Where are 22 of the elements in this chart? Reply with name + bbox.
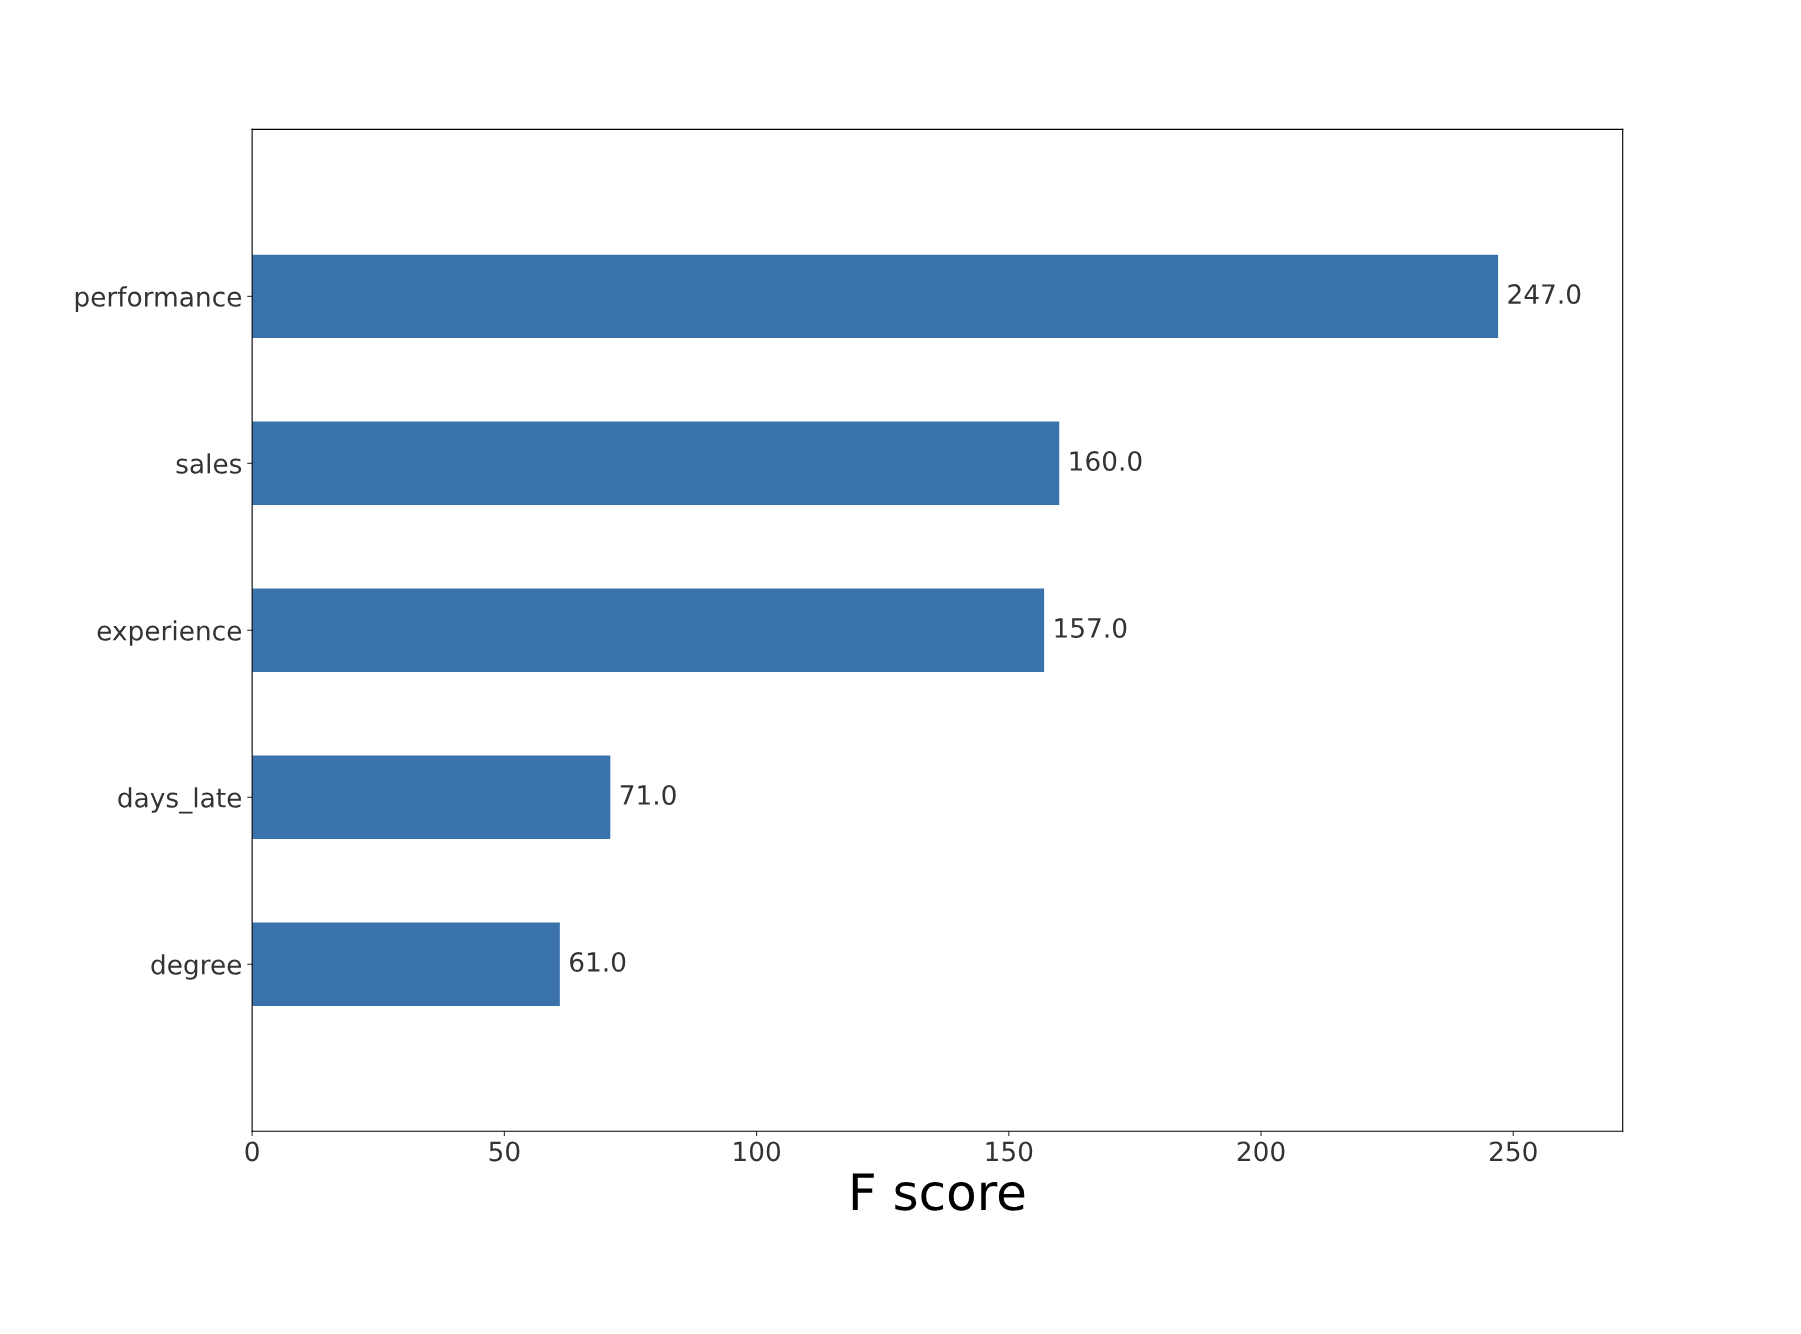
- bar: [252, 755, 611, 840]
- y-tick-label: days_late: [118, 787, 242, 814]
- y-tick-label: sales: [176, 453, 242, 474]
- x-tick-label: 50: [489, 1141, 520, 1162]
- data-label: 61.0: [570, 951, 626, 972]
- bar: [252, 421, 1060, 506]
- bar: [252, 922, 560, 1006]
- x-tick-label: 200: [1237, 1141, 1285, 1162]
- y-tick-label: degree: [151, 954, 241, 980]
- x-tick-label: 100: [734, 1141, 781, 1162]
- x-axis-title: F score: [852, 1173, 1025, 1211]
- bar: [252, 588, 1045, 673]
- x-tick-label: 150: [986, 1141, 1033, 1162]
- y-tick-label: performance: [75, 286, 242, 312]
- x-tick-label: 250: [1489, 1141, 1537, 1162]
- data-label: 160.0: [1070, 451, 1142, 471]
- y-tick-label: experience: [97, 620, 241, 646]
- x-tick-label: 0: [245, 1141, 259, 1162]
- data-label: 157.0: [1055, 618, 1127, 638]
- data-label: 247.0: [1508, 284, 1581, 305]
- data-label: 71.0: [620, 784, 676, 805]
- bar: [252, 254, 1499, 339]
